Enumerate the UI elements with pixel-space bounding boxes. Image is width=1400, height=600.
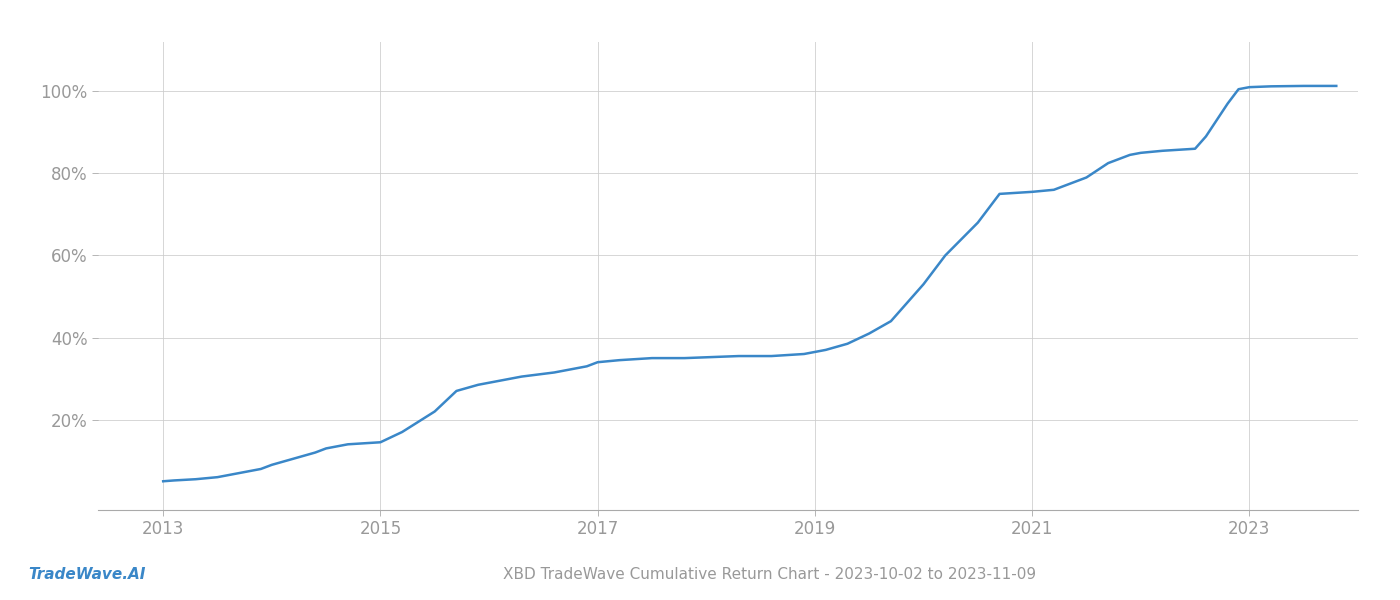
Text: TradeWave.AI: TradeWave.AI — [28, 567, 146, 582]
Text: XBD TradeWave Cumulative Return Chart - 2023-10-02 to 2023-11-09: XBD TradeWave Cumulative Return Chart - … — [504, 567, 1036, 582]
